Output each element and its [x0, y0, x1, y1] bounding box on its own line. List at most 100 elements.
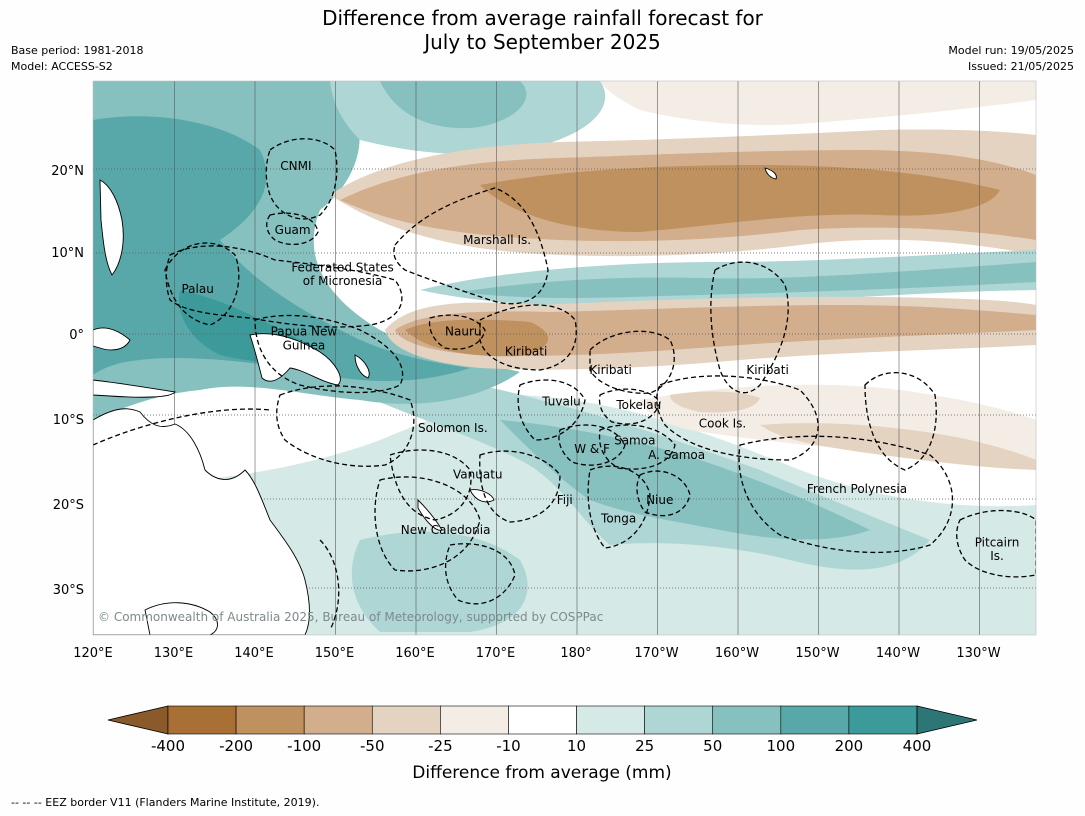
- lat-label: 10°S: [53, 413, 84, 428]
- eez-samoa: [598, 424, 676, 470]
- eez-kiribati-gilbert: [479, 304, 577, 371]
- new-zealand-outline: [144, 602, 218, 635]
- new-caledonia-outline: [417, 498, 443, 531]
- bougainville-outline: [354, 354, 370, 379]
- map-title: Difference from average rainfall forecas…: [0, 6, 1085, 54]
- lat-label: 10°N: [51, 246, 84, 261]
- map-frame: [92, 80, 1037, 636]
- australia-outline: [93, 408, 310, 635]
- colorbar-segment: [780, 705, 850, 735]
- base-info: Base period: 1981-2018 Model: ACCESS-S2: [11, 43, 143, 75]
- eez-palau: [164, 242, 240, 326]
- anomaly-southeast-dry: [760, 423, 1036, 470]
- lon-label: 170°E: [476, 646, 516, 661]
- sulawesi-outline: [93, 327, 131, 351]
- place-label: Guam: [275, 223, 311, 237]
- place-label: Is.: [990, 549, 1004, 563]
- colorbar-tick-label: 200: [835, 737, 864, 755]
- eez-french-polynesia: [738, 435, 953, 554]
- place-label: Nauru: [445, 325, 481, 339]
- place-label: Pitcairn: [975, 536, 1020, 550]
- eez-solomon-islands: [276, 385, 415, 467]
- lat-label: 0°: [69, 328, 84, 343]
- place-label: Federated States: [291, 261, 393, 275]
- eez-wallis-futuna: [558, 424, 626, 466]
- place-label: Papua New: [271, 325, 338, 339]
- eez-new-caledonia: [374, 476, 481, 572]
- eez-marshall-islands: [393, 187, 549, 305]
- eez-niue: [636, 470, 691, 517]
- colorbar-tick-label: 400: [903, 737, 932, 755]
- lon-label: 120°E: [73, 646, 113, 661]
- colorbar-tick-label: 10: [567, 737, 586, 755]
- place-label: Solomon Is.: [418, 421, 488, 435]
- colorbar-tick-label: -10: [496, 737, 521, 755]
- place-label: of Micronesia: [303, 274, 383, 288]
- place-label: Tokelau: [615, 398, 661, 412]
- place-label: Marshall Is.: [463, 233, 531, 247]
- issued-date: Issued: 21/05/2025: [967, 60, 1074, 73]
- new-guinea-outline: [249, 333, 341, 386]
- eez-pitcairn: [956, 509, 1036, 578]
- colorbar-title: Difference from average (mm): [412, 763, 671, 783]
- place-label: Guinea: [283, 338, 326, 352]
- place-label: Tuvalu: [541, 394, 581, 408]
- colorbar-tick-label: 100: [766, 737, 795, 755]
- colorbar-segment: [303, 705, 373, 735]
- lon-label: 140°W: [876, 646, 920, 661]
- lon-label: 160°W: [715, 646, 759, 661]
- colorbar-tick-label: -50: [360, 737, 385, 755]
- colorbar-tick-label: 50: [703, 737, 722, 755]
- colorbar-segment: [576, 705, 645, 735]
- latitude-labels: 20°N 10°N 0° 10°S 20°S 30°S: [51, 164, 84, 598]
- place-label: New Caledonia: [401, 523, 491, 537]
- anomaly-northeast-light-dry: [600, 81, 1036, 126]
- title-line-2: July to September 2025: [424, 30, 661, 54]
- lat-label: 20°N: [51, 164, 84, 179]
- philippines-outline: [99, 179, 124, 276]
- eez-vanuatu: [389, 449, 472, 521]
- model-run: Model run: 19/05/2025: [948, 44, 1074, 57]
- eez-tonga: [587, 465, 651, 549]
- eez-tuvalu: [517, 379, 586, 441]
- colorbar-tick-label: 25: [635, 737, 654, 755]
- eez-cnmi: [265, 138, 338, 220]
- place-label: Kiribati: [589, 363, 631, 377]
- lon-label: 150°W: [795, 646, 839, 661]
- eez-kiribati-line: [710, 261, 789, 394]
- colorbar-tick-label: -25: [428, 737, 453, 755]
- fiji-outline: [469, 489, 495, 503]
- place-label: A. Samoa: [648, 448, 705, 462]
- lon-label: 150°E: [315, 646, 355, 661]
- base-period: Base period: 1981-2018: [11, 44, 144, 57]
- eez-micronesia: [165, 245, 403, 328]
- colorbar-segment: [167, 705, 237, 735]
- lon-label: 160°E: [395, 646, 435, 661]
- anomaly-itcz-core: [460, 262, 1036, 299]
- colorbar-tick-label: -200: [219, 737, 253, 755]
- hawaii-outline: [764, 167, 777, 180]
- lat-label: 30°S: [53, 583, 84, 598]
- lon-label: 130°E: [154, 646, 194, 661]
- anomaly-equatorial-dry-inner: [395, 305, 1036, 356]
- latitude-lines: [93, 168, 1036, 589]
- place-label: Tonga: [600, 512, 636, 526]
- eez-png: [254, 314, 404, 394]
- anomaly-north-pacific-wet-core: [380, 81, 527, 129]
- place-label: Fiji: [557, 493, 573, 507]
- eez-australia-north: [93, 408, 271, 446]
- colorbar-segment: [235, 705, 305, 735]
- map-field: © Commonwealth of Australia 2025, Bureau…: [93, 81, 1036, 635]
- lon-label: 180°: [560, 646, 591, 661]
- place-label: Cook Is.: [699, 417, 746, 431]
- copyright-text: © Commonwealth of Australia 2025, Bureau…: [98, 610, 603, 624]
- place-label: French Polynesia: [807, 482, 907, 496]
- eez-marquesas: [864, 372, 937, 471]
- lon-label: 140°E: [234, 646, 274, 661]
- colorbar-segment: [644, 705, 714, 735]
- lon-label: 170°W: [634, 646, 678, 661]
- anomaly-cook-islands-dry: [670, 391, 760, 413]
- anomaly-dry-band-north-core: [480, 165, 1000, 232]
- colorbar-segment: [440, 705, 509, 735]
